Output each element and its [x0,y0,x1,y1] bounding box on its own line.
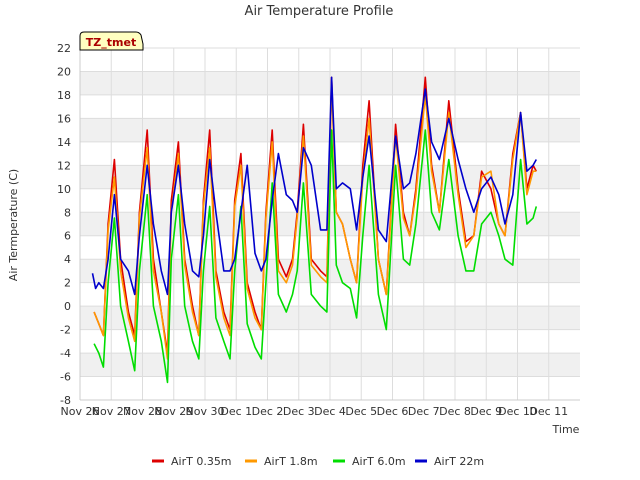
axes [79,48,580,401]
legend: AirT 0.35m AirT 1.8m AirT 6.0m AirT 22m [152,455,484,468]
y-tick-label: 2 [64,277,71,290]
y-tick-label: 0 [64,300,71,313]
y-axis-label: Air Termperature (C) [7,169,20,281]
legend-label: AirT 6.0m [352,455,406,468]
y-tick-label: -4 [60,347,71,360]
y-tick-label: 8 [64,206,71,219]
x-tick-label: Dec 9 [470,405,502,418]
y-tick-label: 20 [57,65,71,78]
y-tick-label: -6 [60,371,71,384]
y-tick-label: 6 [64,230,71,243]
x-tick-label: Dec 6 [377,405,409,418]
site-badge-label: TZ_tmet [86,36,136,49]
x-tick-label: Nov 29 [154,405,193,418]
x-tick-label: Dec 1 [220,405,252,418]
x-tick-label: Dec 11 [529,405,568,418]
chart-title: Air Temperature Profile [245,4,394,19]
x-tick-label: Nov 28 [123,405,162,418]
x-tick-label: Dec 7 [408,405,440,418]
y-tick-label: 12 [57,159,71,172]
x-tick-label: Nov 26 [61,405,100,418]
y-tick-label: 22 [57,42,71,55]
site-badge-shape [79,31,144,51]
x-tick-label: Dec 4 [314,405,346,418]
series-line [93,82,537,360]
x-tick-label: Nov 30 [186,405,225,418]
x-tick-label: Dec 5 [345,405,377,418]
site-badge: TZ_tmet [79,31,144,51]
y-tick-label: 16 [57,112,71,125]
y-tick-label: 10 [57,183,71,196]
x-tick-label: Dec 10 [498,405,537,418]
legend-label: AirT 22m [434,455,484,468]
x-tick-label: Dec 8 [439,405,471,418]
legend-label: AirT 1.8m [264,455,318,468]
series-line [91,76,538,296]
y-tick-label: -2 [60,324,71,337]
x-tick-label: Nov 27 [92,405,131,418]
y-tick-labels: -8 -6 -4 -2 0 2 4 6 8 10 12 14 16 18 20 22 [57,42,71,407]
y-tick-label: -8 [60,394,71,407]
series-lines [91,76,538,384]
y-tick-label: 18 [57,89,71,102]
y-tick-label: 14 [57,136,71,149]
y-tick-label: 4 [64,253,71,266]
x-tick-label: Dec 2 [252,405,284,418]
x-tick-label: Dec 3 [283,405,315,418]
series-line [93,129,538,384]
legend-label: AirT 0.35m [171,455,232,468]
x-axis-label: Time [552,423,580,436]
